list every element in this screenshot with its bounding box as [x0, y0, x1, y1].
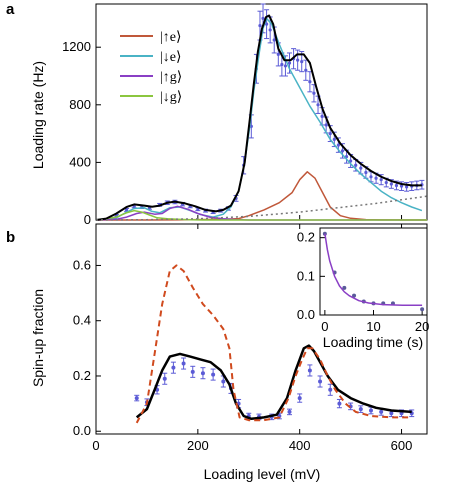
a-data-point	[280, 62, 284, 67]
b-xtick-label: 200	[187, 438, 209, 453]
panel-a: 0 400 800 1200	[62, 3, 428, 227]
b-data-point	[134, 396, 139, 401]
b-inset-data-point	[420, 307, 425, 312]
b-xtick-label: 400	[289, 438, 311, 453]
legend-label-down-g: |↓g⟩	[160, 90, 182, 105]
a-data-point	[336, 143, 340, 147]
a-data-point	[287, 61, 292, 65]
b-frame	[95, 223, 428, 435]
legend-label-down-e: |↓e⟩	[160, 50, 181, 65]
b-data-point	[337, 401, 342, 406]
b-inset-xtick-label: 10	[366, 319, 380, 334]
legend-label-up-g: |↑g⟩	[160, 70, 182, 85]
a-data-point	[261, 16, 265, 20]
a-data-point	[332, 137, 336, 141]
a-data-point	[328, 132, 332, 136]
a-data-point	[379, 178, 383, 182]
b-data-point	[358, 407, 363, 412]
inset-xlabel: Loading time (s)	[323, 334, 423, 350]
a-data-point	[300, 60, 304, 64]
b-data-point	[368, 408, 373, 413]
a-ytick-label: 400	[69, 154, 91, 169]
b-inset-data-point	[352, 293, 357, 298]
a-data-point	[276, 52, 280, 57]
a-data-point	[340, 149, 345, 153]
b-data-point	[190, 369, 195, 374]
b-xtick-label: 0	[92, 438, 99, 453]
a-data-point	[272, 38, 276, 42]
a-data-point	[384, 180, 388, 185]
a-ytick-label: 1200	[62, 39, 91, 54]
a-data-point	[405, 185, 409, 189]
a-data-point	[359, 166, 363, 170]
b-data-point	[200, 371, 205, 376]
a-data-point	[399, 184, 404, 188]
a-data-point	[354, 163, 358, 167]
panel-b-ylabel: Spin-up fraction	[30, 289, 46, 387]
panel-b-inset: 0.0 0.1 0.2 0 10 20	[297, 227, 429, 334]
a-data-point	[349, 159, 353, 163]
b-data-point	[221, 379, 226, 384]
b-inset-data-point	[322, 231, 327, 236]
a-series-3-line	[95, 209, 427, 221]
a-data-point	[374, 176, 378, 180]
a-ytick-label: 0	[84, 212, 91, 227]
a-data-point	[312, 91, 316, 95]
b-inset-xtick-label: 0	[321, 319, 328, 334]
b-series-0-line	[135, 344, 412, 421]
a-data-point	[304, 68, 308, 72]
a-data-point	[296, 58, 300, 62]
a-data-point	[369, 175, 373, 179]
b-ytick-label: 0.6	[73, 257, 91, 272]
b-data-point	[171, 365, 176, 370]
b-ytick-label: 0.0	[73, 423, 91, 438]
a-data-point	[268, 28, 272, 32]
b-data-point	[181, 361, 186, 366]
b-data-point	[297, 396, 302, 401]
panel-label-a: a	[6, 1, 15, 18]
a-series-1-line	[95, 17, 423, 221]
a-series-2-line	[95, 205, 427, 221]
a-data-point	[308, 80, 312, 84]
a-data-point	[283, 64, 288, 68]
b-xtick-label: 600	[391, 438, 413, 453]
a-data-point	[258, 24, 262, 28]
a-data-point	[320, 114, 324, 118]
b-ytick-label: 0.2	[73, 368, 91, 383]
b-data-point	[318, 379, 323, 384]
legend: |↑e⟩ |↓e⟩ |↑g⟩ |↓g⟩	[120, 30, 182, 105]
b-inset-ytick-label: 0.2	[297, 230, 315, 245]
b-series-1-line	[135, 264, 412, 424]
b-data-point	[307, 368, 312, 373]
panel-b: 0.00.20.40.60 200 400 600	[73, 223, 428, 453]
a-data-point	[124, 208, 129, 212]
b-data-point	[162, 376, 167, 381]
a-ytick-label: 800	[69, 97, 91, 112]
b-inset-ytick-label: 0.0	[297, 307, 315, 322]
a-series-5-line	[95, 195, 428, 221]
inset-background	[320, 228, 427, 315]
panel-a-ylabel: Loading rate (Hz)	[30, 61, 46, 169]
panel-b-xlabel: Loading level (mV)	[204, 466, 321, 482]
legend-label-up-e: |↑e⟩	[160, 30, 181, 45]
a-series-4-line	[95, 14, 422, 221]
b-data-point	[211, 372, 216, 377]
a-data-point	[316, 103, 320, 107]
b-data-point	[389, 411, 394, 416]
a-data-point	[264, 22, 269, 26]
b-data-point	[379, 409, 384, 414]
a-data-point	[364, 170, 368, 175]
a-data-point	[324, 123, 328, 127]
b-inset-xtick-label: 20	[415, 319, 429, 334]
panel-label-b: b	[6, 229, 15, 246]
b-data-point	[328, 387, 333, 392]
b-ytick-label: 0.4	[73, 313, 91, 328]
a-data-point	[394, 183, 399, 188]
b-data-point	[287, 409, 292, 414]
b-inset-series-0-line	[324, 233, 423, 307]
b-inset-data-point	[342, 285, 347, 290]
b-inset-ytick-label: 0.1	[297, 268, 315, 283]
a-data-point	[389, 182, 393, 186]
